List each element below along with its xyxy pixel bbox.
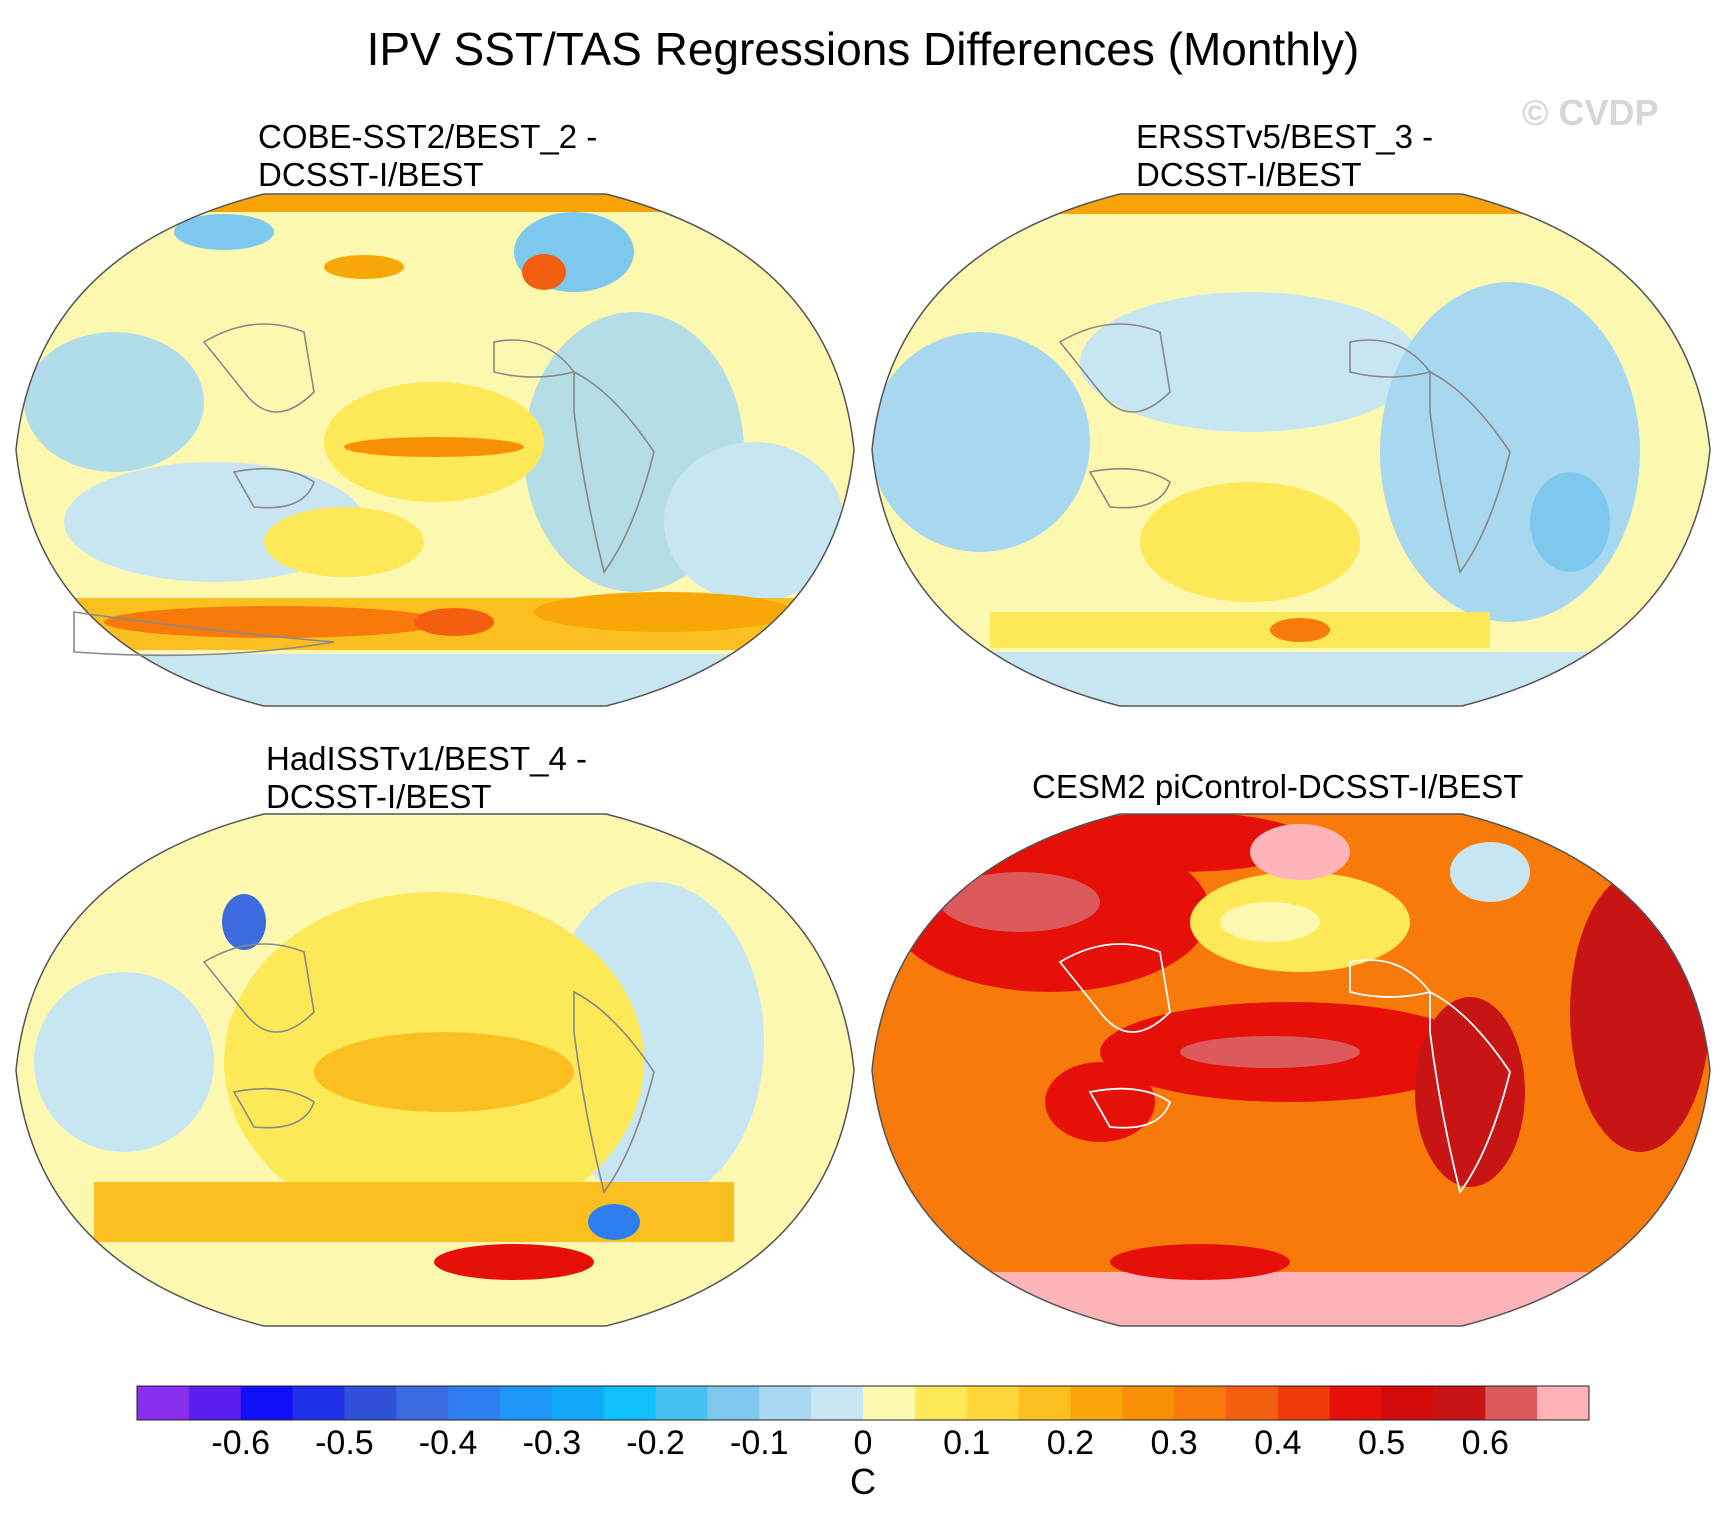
colorbar-box bbox=[1485, 1386, 1538, 1420]
colorbar-box bbox=[1277, 1386, 1331, 1420]
panel-2-title: ERSSTv5/BEST_3 - DCSST-I/BEST bbox=[1136, 118, 1433, 194]
panel-1-title-line1: COBE-SST2/BEST_2 - bbox=[258, 118, 598, 155]
colorbar-tick-label: 0.2 bbox=[1047, 1424, 1094, 1462]
colorbar-tick-label: 0.6 bbox=[1462, 1424, 1509, 1462]
colorbar-tick-label: -0.2 bbox=[626, 1424, 685, 1462]
colorbar-box bbox=[707, 1386, 760, 1420]
colorbar-box bbox=[603, 1386, 657, 1420]
panel-1-title: COBE-SST2/BEST_2 - DCSST-I/BEST bbox=[258, 118, 597, 194]
colorbar-tick-label: 0.5 bbox=[1358, 1424, 1405, 1462]
colorbar-box bbox=[551, 1386, 605, 1420]
colorbar-units: C bbox=[850, 1461, 876, 1502]
panel-4-title-line1: CESM2 piControl-DCSST-I/BEST bbox=[1032, 768, 1524, 805]
colorbar-box bbox=[344, 1386, 397, 1420]
colorbar-frame bbox=[136, 1385, 1590, 1421]
colorbar-box bbox=[1433, 1386, 1486, 1420]
colorbar-box bbox=[396, 1386, 449, 1420]
colorbar-box bbox=[811, 1386, 864, 1420]
colorbar-box bbox=[1070, 1386, 1123, 1420]
colorbar-tick-label: 0 bbox=[854, 1424, 873, 1462]
panel-2-title-line1: ERSSTv5/BEST_3 - bbox=[1136, 118, 1434, 155]
colorbar-tick-label: -0.3 bbox=[523, 1424, 582, 1462]
panel-3-title: HadISSTv1/BEST_4 - DCSST-I/BEST bbox=[266, 740, 587, 816]
colorbar-box bbox=[1537, 1386, 1590, 1420]
colorbar-box bbox=[448, 1386, 501, 1420]
colorbar-tick-label: 0.4 bbox=[1254, 1424, 1301, 1462]
panel-3-map bbox=[15, 813, 855, 1327]
panel-2-title-line2: DCSST-I/BEST bbox=[1136, 156, 1362, 193]
colorbar-box bbox=[188, 1386, 242, 1420]
colorbar-box bbox=[863, 1386, 916, 1420]
colorbar-box bbox=[759, 1386, 812, 1420]
panel-3-title-line2: DCSST-I/BEST bbox=[266, 778, 492, 815]
colorbar-tick-label: -0.5 bbox=[315, 1424, 374, 1462]
colorbar-boxes bbox=[136, 1385, 1590, 1421]
panel-1-map bbox=[15, 193, 855, 707]
colorbar-box bbox=[1174, 1386, 1227, 1420]
panel-3-title-line1: HadISSTv1/BEST_4 - bbox=[266, 740, 587, 777]
colorbar-tick-label: -0.6 bbox=[211, 1424, 270, 1462]
colorbar-tick-label: -0.1 bbox=[730, 1424, 789, 1462]
colorbar-box bbox=[966, 1386, 1020, 1420]
colorbar-box bbox=[292, 1386, 345, 1420]
panel-4-map bbox=[871, 813, 1711, 1327]
colorbar-tick-label: 0.1 bbox=[943, 1424, 990, 1462]
colorbar-box bbox=[1018, 1386, 1071, 1420]
cvdp-watermark: © CVDP bbox=[1522, 92, 1659, 133]
colorbar-box bbox=[1381, 1386, 1434, 1420]
colorbar-box bbox=[240, 1386, 294, 1420]
colorbar-box bbox=[137, 1386, 190, 1420]
colorbar-box bbox=[1122, 1386, 1175, 1420]
colorbar-box bbox=[1226, 1386, 1279, 1420]
colorbar-tick-label: -0.4 bbox=[419, 1424, 478, 1462]
colorbar-tick-label: 0.3 bbox=[1150, 1424, 1197, 1462]
colorbar-box bbox=[1329, 1386, 1383, 1420]
colorbar-tick-labels: -0.6 -0.5 -0.4 -0.3 -0.2 -0.1 0 0.1 0.2 0.3 0.4 0.5… bbox=[211, 1424, 1509, 1462]
colorbar-box bbox=[914, 1386, 968, 1420]
panel-1-title-line2: DCSST-I/BEST bbox=[258, 156, 484, 193]
colorbar-box bbox=[655, 1386, 708, 1420]
panel-4-title: CESM2 piControl-DCSST-I/BEST bbox=[1032, 768, 1523, 806]
panel-2-map bbox=[871, 193, 1711, 707]
colorbar-box bbox=[500, 1386, 553, 1420]
figure-title: IPV SST/TAS Regressions Differences (Mon… bbox=[366, 23, 1360, 75]
